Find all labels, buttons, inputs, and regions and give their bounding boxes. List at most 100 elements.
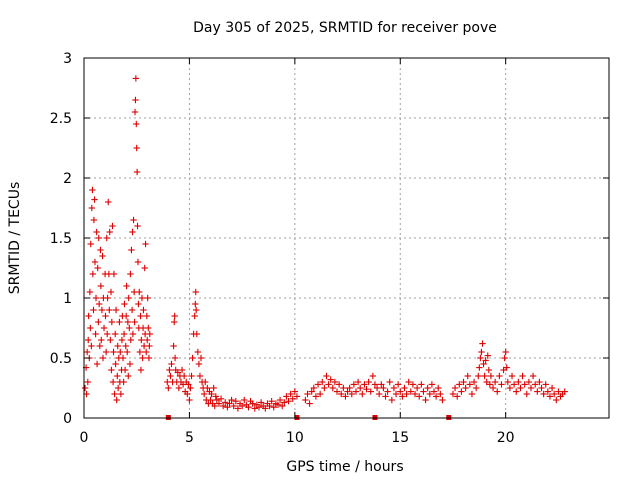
data-point [121,300,128,308]
data-point [327,376,334,383]
chart-title: Day 305 of 2025, SRMTID for receiver pov… [193,20,497,36]
data-point [428,381,436,388]
data-point [357,384,364,392]
data-point [422,396,429,404]
data-point [105,198,112,206]
data-point [331,378,339,386]
y-tick-label: 2 [63,171,72,187]
data-point [432,393,440,400]
data-point [534,388,541,395]
data-point [90,216,98,224]
data-point [192,288,199,296]
data-point [114,342,121,350]
data-point [109,222,116,230]
data-point [131,108,139,116]
data-point [99,252,106,260]
data-point [546,393,554,400]
data-point [413,384,421,392]
data-point [93,360,101,368]
data-point [312,393,320,400]
data-point [132,96,139,104]
data-point [321,384,328,392]
data-point [302,396,309,404]
data-point [124,348,131,356]
data-point [504,378,511,386]
data-point [112,330,119,338]
data-point [126,324,133,332]
data-point [291,388,299,395]
data-point [111,390,118,398]
data-point [106,228,113,236]
data-points [81,75,568,412]
data-point [137,312,144,320]
data-point [548,384,556,392]
data-point [129,228,136,236]
data-point [122,312,130,320]
data-point [350,381,358,388]
x-tick-label: 10 [286,430,304,446]
data-point [468,390,476,398]
data-point [335,381,343,388]
data-point [117,390,125,398]
data-point [108,366,115,374]
y-tick-label: 2.5 [50,111,72,127]
data-point [100,324,108,332]
data-point [411,390,419,398]
data-point [228,396,235,404]
data-point [136,348,144,356]
x-tick-label: 5 [185,430,194,446]
data-point [85,336,92,344]
data-point [310,384,318,392]
data-point [83,348,91,356]
data-point [91,196,98,203]
data-point [90,306,97,314]
data-point [251,405,258,412]
data-point [145,354,153,362]
data-point [496,372,503,380]
data-point [91,258,99,266]
data-point [144,336,151,344]
data-point [215,400,223,407]
data-point [84,378,91,386]
data-point [140,306,147,314]
data-point [245,404,252,411]
data-point [219,402,227,410]
data-point [217,395,225,402]
data-point [124,318,132,326]
data-point [107,336,114,344]
data-point [133,120,140,128]
data-point [211,402,218,410]
data-point [135,300,142,308]
data-point [193,330,201,338]
data-point [81,384,89,392]
data-point [319,378,326,386]
data-point [93,228,100,236]
data-point [491,378,499,386]
data-point [378,381,385,388]
data-point [114,384,122,392]
data-point [98,336,105,344]
x-tick-label: 0 [80,430,89,446]
data-point [238,402,246,410]
data-point [170,342,177,350]
data-point [116,318,123,326]
x-tick-label: 15 [391,430,409,446]
data-point [494,388,501,395]
data-point [532,381,539,388]
data-point [346,384,353,392]
data-point [519,372,526,380]
data-point [538,384,545,392]
x-tick-labels: 0 5 10 15 20 [80,430,515,446]
data-point [266,402,273,410]
data-point [478,348,485,356]
data-point [92,330,99,338]
data-point [527,384,535,392]
data-point [120,330,128,338]
data-point [95,318,102,326]
data-point [85,312,92,320]
data-point [189,354,196,362]
data-point [270,404,277,411]
data-point [192,306,200,314]
data-point [95,300,103,308]
data-point [397,388,404,395]
